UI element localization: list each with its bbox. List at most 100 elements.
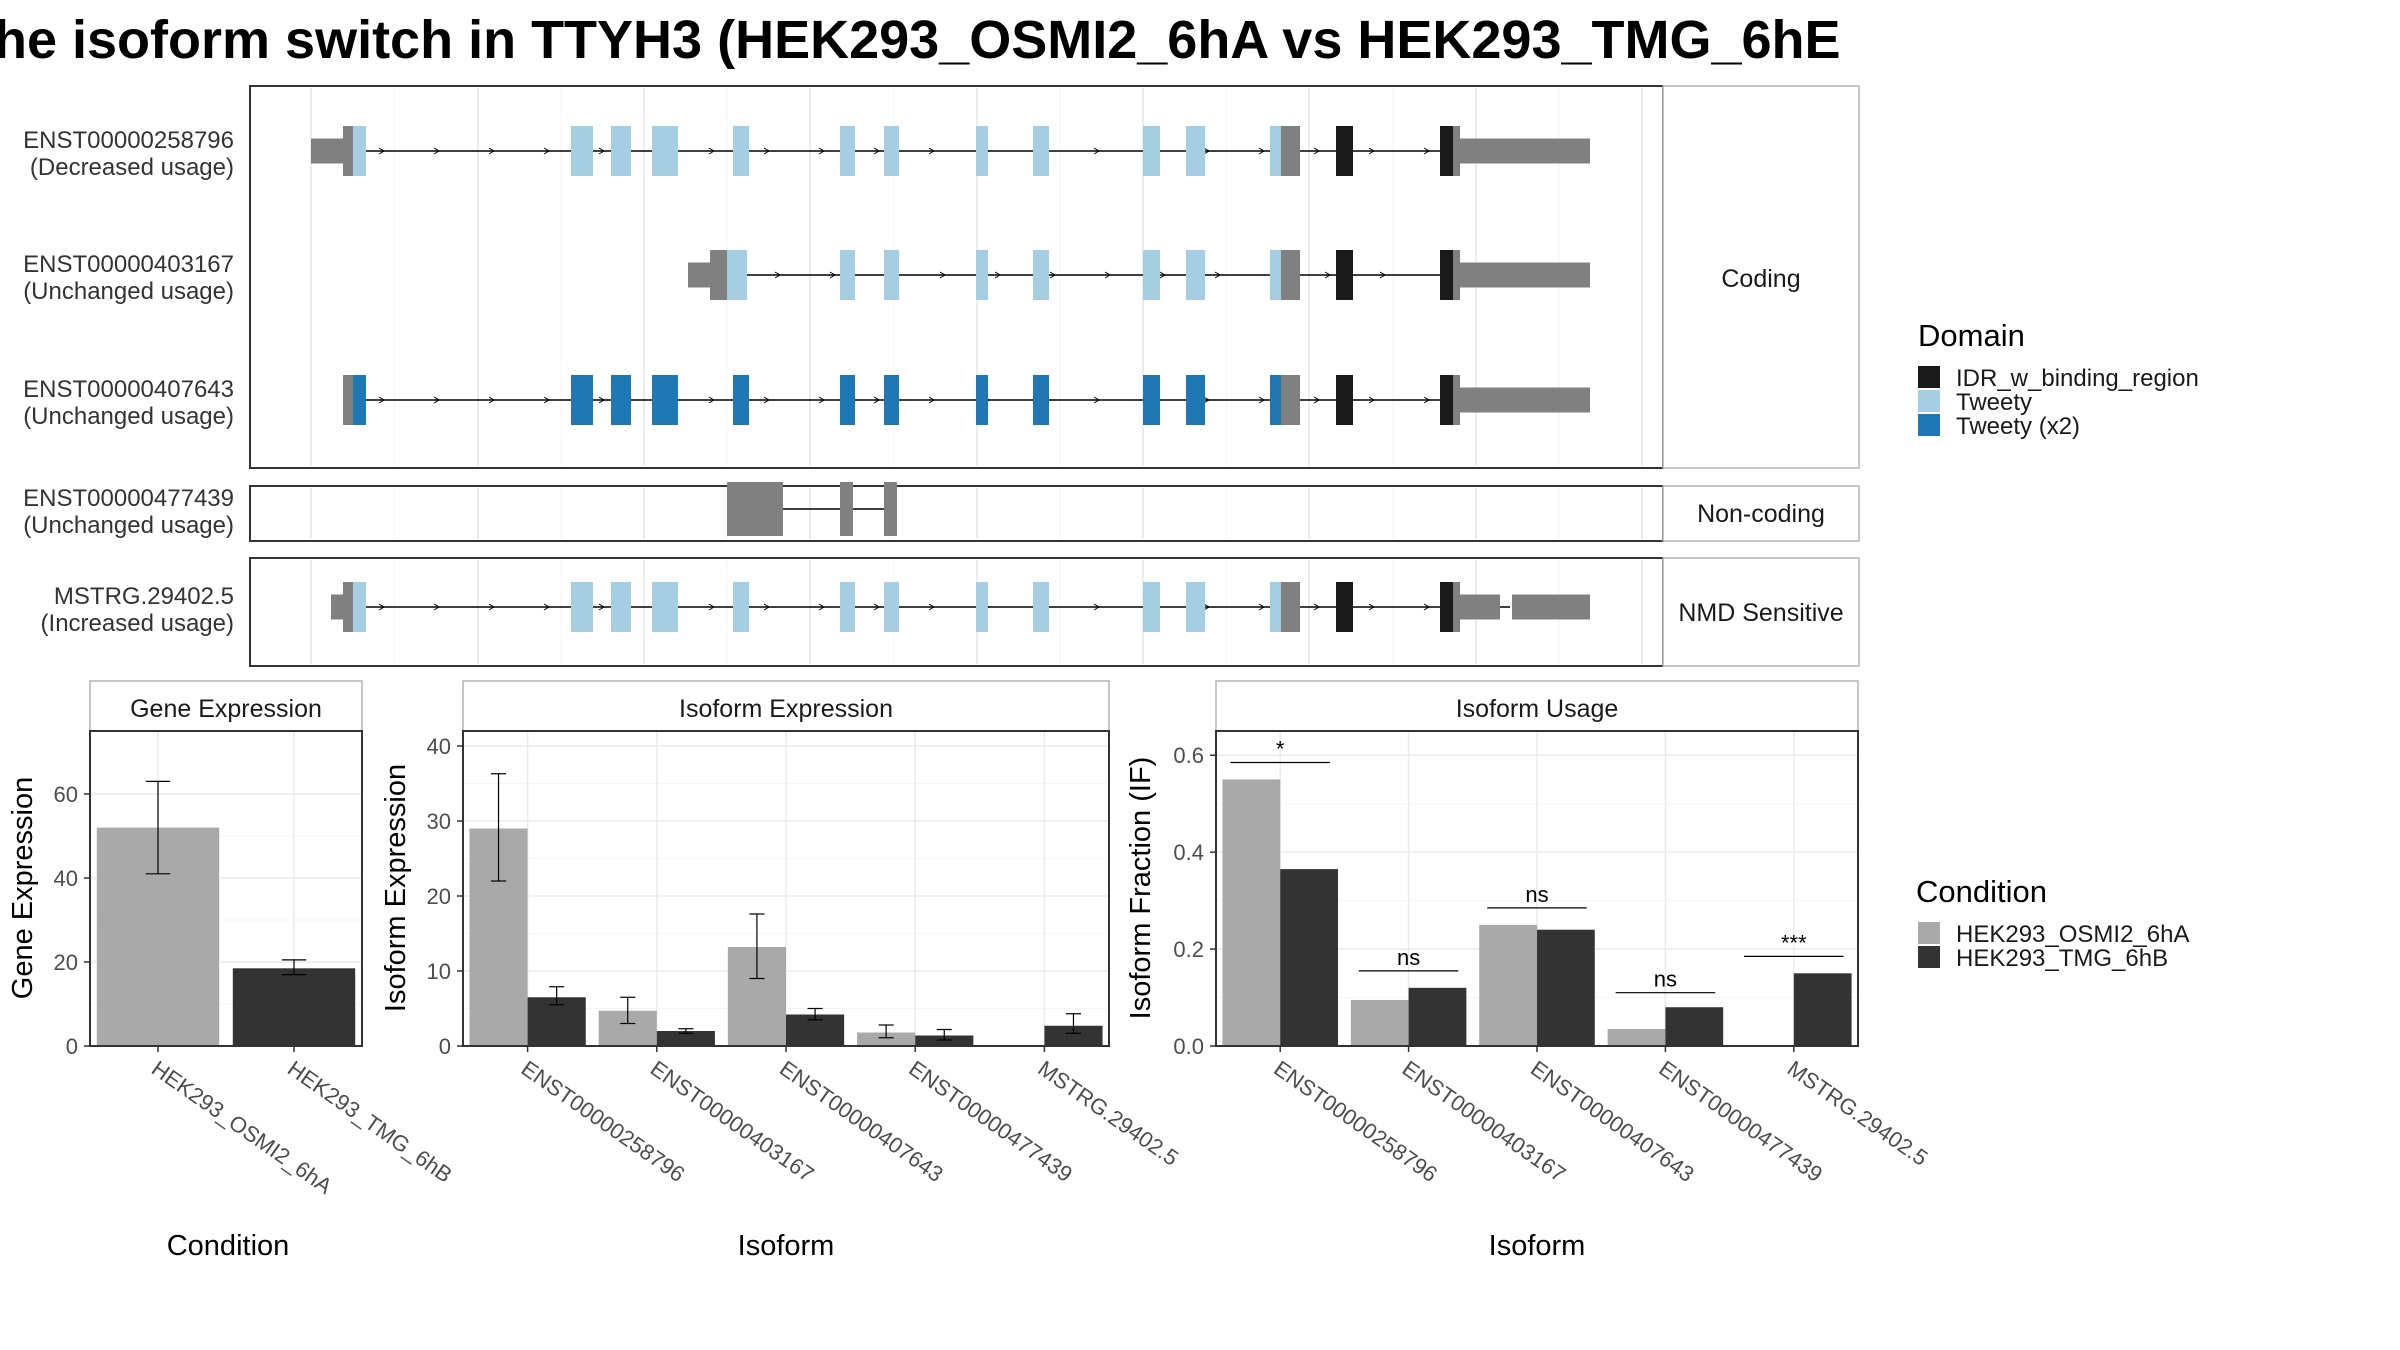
legend-key-tweety-x2 [1918,414,1940,436]
bar [1350,999,1409,1046]
bar [1222,779,1281,1046]
exon [611,582,631,632]
exon [1440,582,1453,632]
exon [976,126,988,176]
exon [652,375,678,425]
strand-arrow [598,396,605,404]
chart-title: he isoform switch in TTYH3 (HEK293_OSMI2… [0,10,1841,70]
bar [1044,1025,1103,1046]
exon [353,375,366,425]
y-tick-label: 40 [427,734,451,759]
bar [1408,987,1467,1046]
x-axis-title: Condition [167,1230,290,1262]
transcript-id-1: ENST00000258796 [23,127,234,154]
strand-arrow [1104,271,1111,279]
y-tick-label: 0 [439,1034,451,1059]
strip-label-nmd: NMD Sensitive [1678,599,1843,627]
exon [976,582,988,632]
y-axis-title: Isoform Expression [380,764,412,1012]
utr-segment [1512,594,1590,620]
bar [1537,929,1595,1046]
strand-arrow [928,396,935,404]
exon [571,375,593,425]
y-tick-label: 0.6 [1173,743,1204,768]
exon [611,126,631,176]
exon [884,582,899,632]
strand-arrow [433,147,440,155]
exon [976,250,988,300]
y-tick-label: 0.2 [1173,937,1204,962]
strand-arrow [1313,603,1320,611]
strand-arrow [928,147,935,155]
exon [840,582,855,632]
significance-label: * [1276,737,1285,762]
strand-arrow [994,271,1001,279]
x-axis-title: Isoform [1489,1230,1586,1262]
panel-strip [462,680,1110,732]
strand-arrow [488,603,495,611]
exon [1143,582,1160,632]
strand-arrow [708,147,715,155]
exon [1270,250,1281,300]
y-tick-label: 0.0 [1173,1034,1204,1059]
legend-label-osmi2: HEK293_OSMI2_6hA [1956,921,2189,948]
strip-label-noncoding: Non-coding [1697,500,1825,528]
strand-arrow [1258,147,1265,155]
panel-title: Gene Expression [130,695,322,723]
bar-chart-panels: Gene Expression0204060HEK293_OSMI2_6hAHE… [7,680,1932,1262]
legend-key-idr [1918,366,1940,388]
exon [652,582,678,632]
legend-label-tmg: HEK293_TMG_6hB [1956,945,2168,972]
exon [1270,582,1281,632]
strand-arrow [543,603,550,611]
strand-arrow [708,396,715,404]
exon [840,482,853,536]
strand-arrow [1093,147,1100,155]
bar [1280,869,1338,1046]
domain-legend: Domain IDR_w_binding_region Tweety Tweet… [1918,318,2199,440]
strand-arrow [378,603,385,611]
exon [1033,582,1049,632]
strip-noncoding [1662,485,1860,542]
bar [656,1031,715,1046]
strand-arrow [1423,603,1430,611]
panel-title: Isoform Usage [1456,695,1619,723]
strand-arrow [928,603,935,611]
legend-label-tweety-x2: Tweety (x2) [1956,413,2080,440]
y-tick-label: 0.4 [1173,840,1204,865]
exon [1453,250,1460,300]
transcript-models [311,126,1590,632]
y-tick-label: 10 [427,959,451,984]
strand-arrow [829,271,836,279]
exon [1281,126,1300,176]
strand-arrow [763,396,770,404]
strand-arrow [598,147,605,155]
strand-arrow [1368,603,1375,611]
utr-segment [1460,387,1590,413]
exon [840,375,855,425]
strand-arrow [1258,603,1265,611]
exon [1270,375,1281,425]
strand-arrow [543,396,550,404]
exon [1270,126,1281,176]
utr-segment [688,262,710,288]
panel-noncoding-border [249,485,1664,542]
bar [857,1032,916,1046]
transcript-model [343,375,1590,425]
utr-segment [331,594,343,620]
domain-legend-title: Domain [1918,318,2025,353]
transcript-usage-3: (Unchanged usage) [23,403,234,430]
panel-nmd-border [249,557,1664,667]
strand-arrow [378,396,385,404]
strand-arrow [818,147,825,155]
condition-legend: Condition HEK293_OSMI2_6hA HEK293_TMG_6h… [1916,874,2189,972]
exon [1281,582,1300,632]
exon [1336,375,1353,425]
strand-arrow [1049,271,1056,279]
exon [733,375,749,425]
strand-arrow [1203,603,1210,611]
strand-arrow [1159,271,1166,279]
y-tick-label: 20 [54,950,78,975]
exon [710,250,727,300]
